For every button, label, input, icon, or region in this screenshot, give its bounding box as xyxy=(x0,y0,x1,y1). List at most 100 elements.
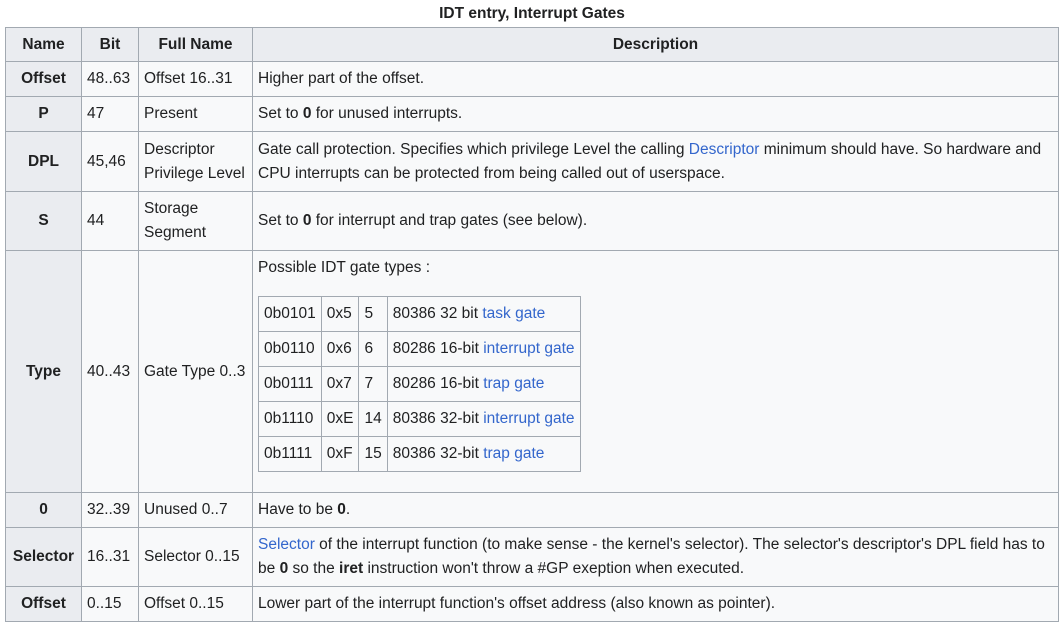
row-bit: 47 xyxy=(81,96,139,132)
gate-type-row: 0b1110 0xE 14 80386 32-bit interrupt gate xyxy=(258,401,581,437)
table-row: Selector 16..31 Selector 0..15 Selector … xyxy=(5,527,1059,587)
gate-type-description: 80286 16-bit interrupt gate xyxy=(386,331,581,367)
gate-type-hex: 0x5 xyxy=(320,296,360,332)
row-description: Set to 0 for unused interrupts. xyxy=(252,96,1059,132)
desc-text: Gate call protection. Specifies which pr… xyxy=(258,140,689,158)
desc-bold: 0 xyxy=(302,212,312,229)
gate-types-intro: Possible IDT gate types : xyxy=(258,259,431,276)
gate-types-table: 0b0101 0x5 5 80386 32 bit task gate 0b0110 0x… xyxy=(258,296,581,472)
gate-type-description: 80386 32-bit interrupt gate xyxy=(386,401,581,437)
desc-text: Set to xyxy=(258,212,303,229)
row-full-name: Descriptor Privilege Level xyxy=(138,131,253,192)
table-row: Offset 48..63 Offset 16..31 Higher part … xyxy=(5,61,1059,97)
gate-type-description: 80386 32 bit task gate xyxy=(386,296,581,332)
desc-text: for unused interrupts. xyxy=(311,105,463,122)
desc-bold: iret xyxy=(339,560,364,577)
row-description: Selector of the interrupt function (to m… xyxy=(252,527,1059,587)
gate-type-binary: 0b1111 xyxy=(258,436,322,472)
header-name: Name xyxy=(5,27,82,62)
gate-type-link[interactable]: interrupt gate xyxy=(483,340,575,357)
gate-type-binary: 0b0111 xyxy=(258,366,322,402)
desc-bold: 0 xyxy=(337,501,346,518)
gate-type-decimal: 6 xyxy=(358,331,388,367)
row-name: DPL xyxy=(5,131,82,192)
row-bit: 0..15 xyxy=(81,586,139,622)
desc-bold: 0 xyxy=(279,560,289,577)
selector-link[interactable]: Selector xyxy=(258,536,315,553)
table-row: Offset 0..15 Offset 0..15 Lower part of … xyxy=(5,586,1059,622)
full-line-2: Segment xyxy=(144,224,207,241)
gate-type-link[interactable]: task gate xyxy=(482,305,546,322)
gate-type-binary: 0b0101 xyxy=(258,296,322,332)
gate-type-decimal: 5 xyxy=(358,296,388,332)
row-name: Offset xyxy=(5,586,82,622)
table-caption: IDT entry, Interrupt Gates xyxy=(439,5,625,22)
gate-type-row: 0b0101 0x5 5 80386 32 bit task gate xyxy=(258,296,581,332)
desc-text: so the xyxy=(288,560,340,577)
row-full-name: Offset 16..31 xyxy=(138,61,253,97)
row-bit: 16..31 xyxy=(81,527,139,587)
row-name: Selector xyxy=(5,527,82,587)
row-description: Lower part of the interrupt function's o… xyxy=(252,586,1059,622)
gate-type-hex: 0xF xyxy=(320,436,360,472)
table-row: P 47 Present Set to 0 for unused interru… xyxy=(5,96,1059,132)
row-name: P xyxy=(5,96,82,132)
desc-text: Set to xyxy=(258,105,303,122)
row-description: Higher part of the offset. xyxy=(252,61,1059,97)
header-full-name: Full Name xyxy=(138,27,253,62)
desc-text: . xyxy=(345,501,351,518)
row-full-name: Unused 0..7 xyxy=(138,492,253,528)
row-description: Possible IDT gate types : 0b0101 0x5 5 8038… xyxy=(252,250,1059,493)
row-description: Have to be 0. xyxy=(252,492,1059,528)
header-bit: Bit xyxy=(81,27,139,62)
row-full-name: Selector 0..15 xyxy=(138,527,253,587)
gate-type-binary: 0b1110 xyxy=(258,401,322,437)
gate-type-description: 80286 16-bit trap gate xyxy=(386,366,581,402)
header-description: Description xyxy=(252,27,1059,62)
gate-type-decimal: 15 xyxy=(358,436,388,472)
table-row: 0 32..39 Unused 0..7 Have to be 0. xyxy=(5,492,1059,528)
full-line-1: Descriptor xyxy=(144,140,215,158)
gate-type-description: 80386 32-bit trap gate xyxy=(386,436,581,472)
gate-type-desc-text: 80386 32-bit xyxy=(392,410,484,427)
gate-type-desc-text: 80386 32 bit xyxy=(392,305,483,322)
gate-type-link[interactable]: trap gate xyxy=(483,375,545,392)
row-bit: 48..63 xyxy=(81,61,139,97)
full-line-1: Storage xyxy=(144,200,199,217)
row-bit: 44 xyxy=(81,191,139,251)
idt-entry-table: Name Bit Full Name Description Offset 48… xyxy=(5,27,1059,622)
gate-type-hex: 0xE xyxy=(320,401,360,437)
gate-type-desc-text: 80286 16-bit xyxy=(392,375,484,392)
desc-text: of the interrupt function (to make sense… xyxy=(258,536,1045,577)
gate-type-desc-text: 80386 32-bit xyxy=(392,445,484,462)
desc-bold: 0 xyxy=(302,105,312,122)
gate-type-hex: 0x6 xyxy=(320,331,360,367)
desc-text: minimum should have. So hardware and CPU… xyxy=(258,140,1042,182)
gate-type-row: 0b0110 0x6 6 80286 16-bit interrupt gate xyxy=(258,331,581,367)
row-full-name: Offset 0..15 xyxy=(138,586,253,622)
desc-text: for interrupt and trap gates (see below)… xyxy=(311,212,588,229)
descriptor-link[interactable]: Descriptor xyxy=(688,140,760,158)
row-full-name: Present xyxy=(138,96,253,132)
full-line-2: Privilege Level xyxy=(144,164,245,182)
desc-text: instruction won't throw a #GP exeption w… xyxy=(363,560,745,577)
row-description: Gate call protection. Specifies which pr… xyxy=(252,131,1059,192)
row-bit: 40..43 xyxy=(81,250,139,493)
gate-type-binary: 0b0110 xyxy=(258,331,322,367)
gate-type-desc-text: 80286 16-bit xyxy=(392,340,484,357)
row-name: Offset xyxy=(5,61,82,97)
row-description: Set to 0 for interrupt and trap gates (s… xyxy=(252,191,1059,251)
row-name: S xyxy=(5,191,82,251)
gate-type-row: 0b0111 0x7 7 80286 16-bit trap gate xyxy=(258,366,581,402)
gate-type-link[interactable]: trap gate xyxy=(483,445,545,462)
gate-type-link[interactable]: interrupt gate xyxy=(483,410,575,427)
table-row: Type 40..43 Gate Type 0..3 Possible IDT … xyxy=(5,250,1059,493)
row-full-name: Storage Segment xyxy=(138,191,253,251)
header-row: Name Bit Full Name Description xyxy=(5,27,1059,62)
row-name: Type xyxy=(5,250,82,493)
gate-type-decimal: 14 xyxy=(358,401,388,437)
gate-type-row: 0b1111 0xF 15 80386 32-bit trap gate xyxy=(258,436,581,472)
row-bit: 45,46 xyxy=(81,131,139,192)
gate-type-hex: 0x7 xyxy=(320,366,360,402)
